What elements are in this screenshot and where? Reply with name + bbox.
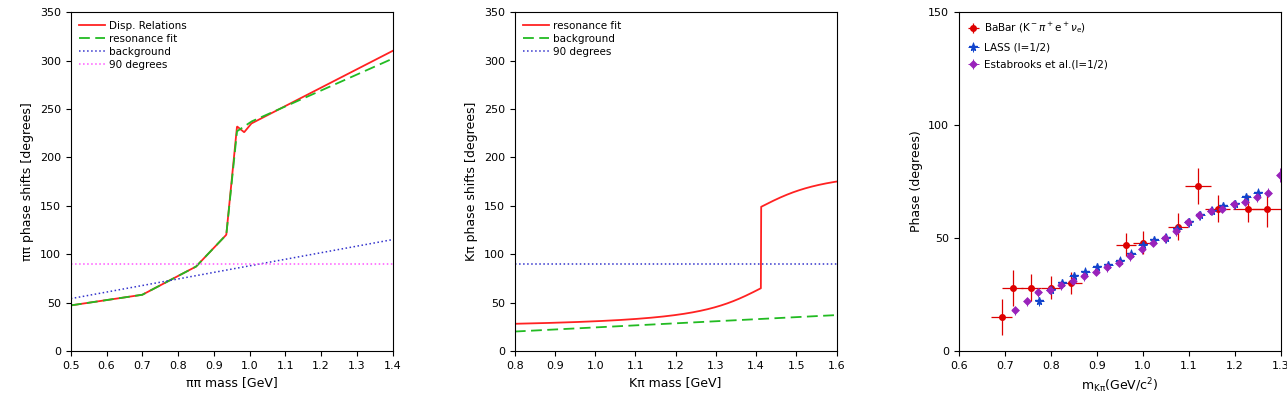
resonance fit bbox=[314, 88, 329, 93]
resonance fit bbox=[541, 321, 556, 326]
resonance fit bbox=[649, 315, 664, 319]
Legend: resonance fit, background, 90 degrees: resonance fit, background, 90 degrees bbox=[520, 18, 624, 60]
background bbox=[728, 318, 744, 323]
background bbox=[637, 322, 653, 327]
Y-axis label: Phase (degrees): Phase (degrees) bbox=[910, 131, 923, 233]
background bbox=[63, 296, 79, 301]
resonance fit bbox=[507, 322, 523, 326]
X-axis label: m$_{\rm K\pi}$(GeV/c$^2$): m$_{\rm K\pi}$(GeV/c$^2$) bbox=[1081, 376, 1158, 395]
Disp. Relations bbox=[97, 298, 112, 303]
Disp. Relations bbox=[63, 303, 79, 308]
background bbox=[314, 250, 329, 255]
Line: Disp. Relations: Disp. Relations bbox=[71, 51, 393, 306]
background bbox=[193, 272, 208, 277]
background bbox=[97, 290, 112, 295]
X-axis label: Kπ mass [GeV]: Kπ mass [GeV] bbox=[629, 376, 722, 389]
resonance fit bbox=[763, 199, 779, 204]
background bbox=[829, 313, 844, 317]
background bbox=[284, 256, 300, 261]
resonance fit bbox=[97, 298, 112, 303]
background bbox=[763, 316, 779, 321]
Line: resonance fit: resonance fit bbox=[71, 59, 393, 306]
Line: background: background bbox=[71, 239, 393, 299]
Line: background: background bbox=[515, 315, 837, 332]
resonance fit bbox=[637, 316, 653, 321]
background bbox=[649, 322, 664, 327]
resonance fit bbox=[284, 101, 300, 106]
resonance fit bbox=[205, 247, 220, 252]
resonance fit bbox=[63, 303, 79, 308]
background bbox=[205, 270, 220, 275]
Legend: Disp. Relations, resonance fit, background, 90 degrees: Disp. Relations, resonance fit, backgrou… bbox=[76, 18, 190, 73]
Disp. Relations bbox=[284, 100, 300, 105]
resonance fit bbox=[319, 85, 335, 90]
Disp. Relations bbox=[319, 82, 335, 87]
Disp. Relations bbox=[385, 49, 400, 53]
resonance fit bbox=[193, 259, 208, 264]
resonance fit bbox=[728, 298, 744, 303]
Legend: BaBar (K$^-\pi^+$e$^+\nu_{\rm e}$), LASS (I=1/2), Estabrooks et al.(I=1/2): BaBar (K$^-\pi^+$e$^+\nu_{\rm e}$), LASS… bbox=[964, 18, 1111, 73]
background bbox=[541, 327, 556, 332]
resonance fit bbox=[829, 179, 844, 184]
background bbox=[758, 316, 773, 321]
Y-axis label: ππ phase shifts [degrees]: ππ phase shifts [degrees] bbox=[22, 102, 35, 261]
background bbox=[319, 249, 335, 254]
Disp. Relations bbox=[205, 247, 220, 252]
background bbox=[385, 237, 400, 242]
resonance fit bbox=[758, 202, 773, 207]
Y-axis label: Kπ phase shifts [degrees]: Kπ phase shifts [degrees] bbox=[466, 102, 479, 261]
resonance fit bbox=[385, 56, 400, 61]
Disp. Relations bbox=[193, 259, 208, 264]
Line: resonance fit: resonance fit bbox=[515, 182, 837, 324]
Disp. Relations bbox=[314, 85, 329, 90]
X-axis label: ππ mass [GeV]: ππ mass [GeV] bbox=[185, 376, 278, 389]
background bbox=[507, 329, 523, 334]
